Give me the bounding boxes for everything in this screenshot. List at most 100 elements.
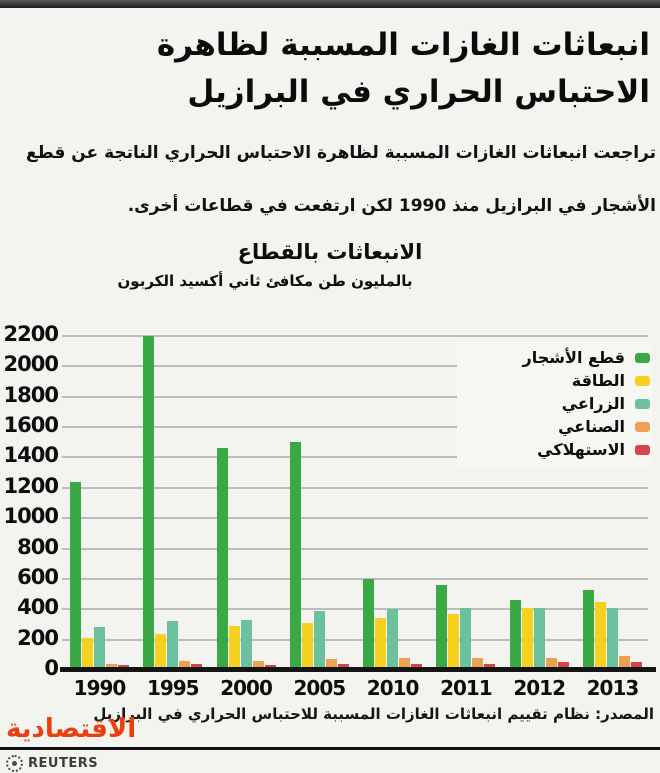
bar-2010-الصناعي bbox=[399, 658, 411, 670]
bar-2013-قطع الأشجار bbox=[582, 590, 594, 670]
bar-1990-قطع الأشجار bbox=[70, 482, 81, 670]
page-title-line2: الاحتباس الحراري في البرازيل bbox=[187, 74, 650, 111]
bar-group-2000 bbox=[216, 336, 276, 670]
bar-2012-الصناعي bbox=[545, 658, 557, 670]
bar-2011-الطاقة bbox=[448, 614, 460, 670]
bar-2010-قطع الأشجار bbox=[363, 579, 375, 670]
page-title: انبعاثات الغازات المسببة لظاهرة الاحتباس… bbox=[10, 22, 650, 116]
bar-2012-الاستهلاكي bbox=[557, 662, 569, 670]
legend-label: الطاقة bbox=[571, 371, 625, 390]
page-subtitle: تراجعت انبعاثات الغازات المسببة لظاهرة ا… bbox=[4, 143, 656, 216]
legend-swatch-icon bbox=[635, 375, 650, 386]
gridline-1800 bbox=[62, 395, 648, 398]
bar-group-1990 bbox=[70, 336, 129, 670]
y-axis-labels: 0 200 400 600 800 1000 1200 1400 1600 1800 2000 220… bbox=[2, 324, 59, 679]
x-tick-2010: 2010 bbox=[366, 676, 420, 700]
bar-2013-الاستهلاكي bbox=[630, 662, 642, 670]
legend-label: الاستهلاكي bbox=[537, 440, 625, 459]
bar-2011-الصناعي bbox=[472, 658, 484, 670]
x-tick-1990: 1990 bbox=[73, 676, 127, 700]
legend-item: الاستهلاكي bbox=[465, 438, 650, 461]
x-axis-line bbox=[60, 667, 656, 672]
bar-2013-الصناعي bbox=[618, 656, 630, 670]
footer-divider bbox=[0, 747, 660, 750]
y-tick-1600: 1600 bbox=[3, 413, 59, 438]
bar-group-2012 bbox=[509, 336, 569, 670]
bar-1990-الطاقة bbox=[82, 638, 93, 670]
gridline-1200 bbox=[62, 486, 648, 489]
bar-1995-قطع الأشجار bbox=[143, 336, 155, 670]
y-tick-200: 200 bbox=[17, 625, 59, 650]
chart-title: الانبعاثات بالقطاع bbox=[237, 240, 423, 264]
bar-2010-الطاقة bbox=[375, 618, 387, 670]
y-tick-0: 0 bbox=[44, 656, 59, 680]
legend-swatch-icon bbox=[635, 444, 650, 455]
bar-2011-قطع الأشجار bbox=[436, 585, 448, 670]
y-tick-400: 400 bbox=[17, 595, 59, 620]
y-tick-1000: 1000 bbox=[3, 504, 59, 529]
bar-2000-الطاقة bbox=[228, 626, 240, 670]
bar-1995-الصناعي bbox=[179, 661, 191, 670]
bar-1995-الزراعي bbox=[167, 621, 179, 670]
bar-group-1995 bbox=[143, 336, 203, 670]
bar-2000-الزراعي bbox=[240, 620, 252, 670]
bar-1995-الطاقة bbox=[155, 634, 167, 670]
y-tick-600: 600 bbox=[17, 564, 59, 589]
legend-item: الزراعي bbox=[465, 392, 650, 415]
bar-2013-الزراعي bbox=[606, 608, 618, 670]
page-subtitle-line1: تراجعت انبعاثات الغازات المسببة لظاهرة ا… bbox=[26, 143, 656, 163]
gridline-2200 bbox=[62, 335, 648, 337]
gridline-1000 bbox=[62, 517, 648, 520]
y-tick-1200: 1200 bbox=[3, 473, 59, 498]
bar-2013-الطاقة bbox=[594, 602, 606, 670]
gridline-200 bbox=[62, 638, 648, 641]
bar-1990-الزراعي bbox=[94, 627, 105, 670]
legend-item: الصناعي bbox=[465, 415, 650, 438]
gridline-2000 bbox=[62, 365, 648, 368]
page-title-line1: انبعاثات الغازات المسببة لظاهرة bbox=[156, 27, 650, 63]
chart-legend: قطع الأشجار الطاقة الزراعي الصناعي الاستهلاك… bbox=[457, 342, 652, 467]
y-tick-1800: 1800 bbox=[3, 382, 59, 407]
bar-2000-الصناعي bbox=[252, 661, 264, 670]
bar-2005-الصناعي bbox=[325, 659, 337, 670]
y-tick-2000: 2000 bbox=[3, 352, 59, 377]
bar-chart-plot bbox=[60, 335, 656, 672]
legend-swatch-icon bbox=[635, 421, 650, 432]
gridline-1400 bbox=[62, 456, 648, 459]
bar-2011-الزراعي bbox=[460, 608, 472, 670]
x-axis-labels: 1990 1995 2000 2005 2010 2011 2012 2013 bbox=[62, 676, 648, 700]
bar-2012-الطاقة bbox=[521, 608, 533, 670]
y-tick-800: 800 bbox=[17, 534, 59, 559]
x-tick-2005: 2005 bbox=[293, 676, 347, 700]
bar-2012-قطع الأشجار bbox=[509, 600, 521, 670]
agency-credit: REUTERS bbox=[6, 755, 98, 772]
bar-2005-الطاقة bbox=[301, 623, 313, 670]
bar-group-2010 bbox=[363, 336, 423, 670]
x-tick-2012: 2012 bbox=[513, 676, 566, 700]
page-subtitle-line2: الأشجار في البرازيل منذ 1990 لكن ارتفعت … bbox=[127, 196, 656, 216]
gridline-1600 bbox=[62, 426, 648, 429]
source-note: المصدر: نظام تقييم انبعاثات الغازات المس… bbox=[93, 705, 654, 723]
bar-2000-قطع الأشجار bbox=[216, 448, 228, 670]
legend-label: الصناعي bbox=[558, 417, 625, 436]
bar-2012-الزراعي bbox=[533, 608, 545, 670]
agency-name: REUTERS bbox=[28, 756, 99, 771]
chart-unit-label: بالمليون طن مكافئ ثاني أكسيد الكربون bbox=[117, 272, 413, 290]
legend-swatch-icon bbox=[635, 398, 650, 409]
legend-label: الزراعي bbox=[561, 394, 625, 413]
x-tick-2011: 2011 bbox=[440, 676, 493, 700]
gridline-600 bbox=[62, 577, 648, 580]
legend-swatch-icon bbox=[635, 352, 650, 363]
bar-2010-الزراعي bbox=[387, 609, 399, 670]
gridline-800 bbox=[62, 547, 648, 550]
bar-group-2005 bbox=[289, 336, 349, 670]
x-tick-2000: 2000 bbox=[220, 676, 273, 700]
gridline-400 bbox=[62, 608, 648, 611]
top-rule-bar bbox=[0, 0, 660, 8]
x-tick-2013: 2013 bbox=[586, 676, 640, 700]
y-tick-1400: 1400 bbox=[3, 443, 59, 468]
legend-item: الطاقة bbox=[465, 369, 650, 392]
y-tick-2200: 2200 bbox=[3, 322, 59, 346]
x-tick-1995: 1995 bbox=[146, 676, 200, 700]
